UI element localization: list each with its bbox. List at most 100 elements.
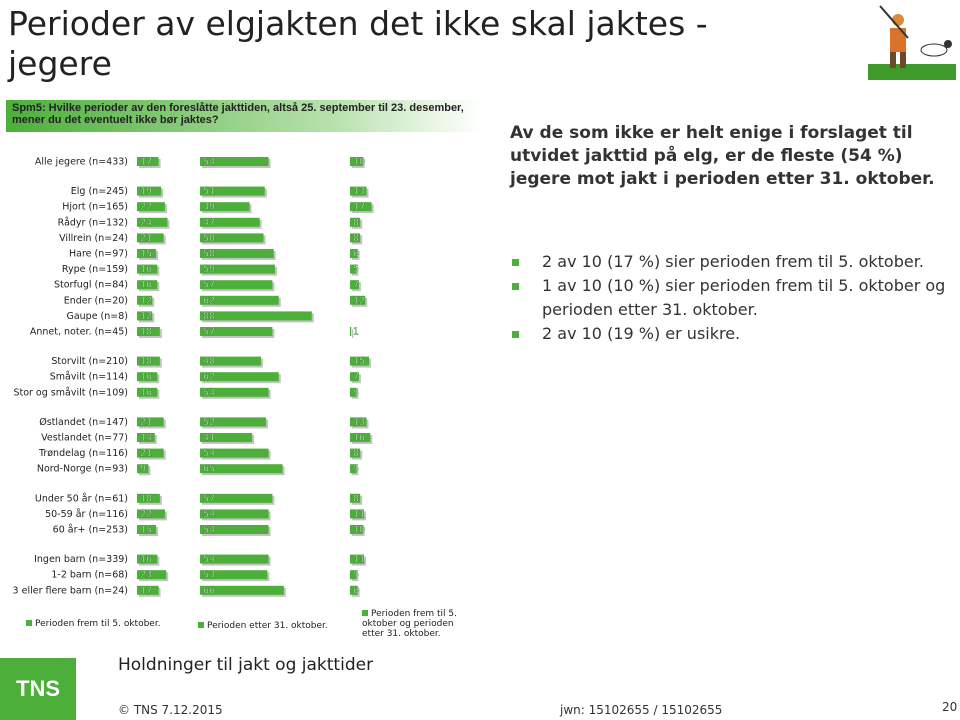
value-label: 21 bbox=[140, 233, 152, 244]
value-label: 12 bbox=[353, 295, 365, 306]
value-label: 57 bbox=[203, 280, 215, 291]
category-label: Trøndelag (n=116) bbox=[38, 448, 128, 459]
bar bbox=[350, 356, 370, 366]
value-label: 15 bbox=[140, 525, 152, 536]
job-number: jwn: 15102655 / 15102655 bbox=[560, 703, 723, 717]
value-label: 12 bbox=[140, 311, 152, 322]
bar bbox=[200, 585, 284, 595]
bar bbox=[200, 264, 275, 274]
page-number: 20 bbox=[942, 700, 958, 714]
bar bbox=[350, 433, 371, 442]
bar bbox=[352, 329, 354, 338]
value-label: 39 bbox=[203, 202, 215, 213]
question: Spm5: Hvilke perioder av den foreslåtte … bbox=[6, 100, 480, 132]
bullet: 2 av 10 (19 %) er usikre. bbox=[510, 322, 950, 346]
value-label: 47 bbox=[203, 217, 215, 228]
category-label: Storfugl (n=84) bbox=[54, 280, 128, 291]
category-label: Rådyr (n=132) bbox=[58, 217, 128, 228]
value-label: 10 bbox=[353, 525, 365, 536]
bar bbox=[137, 217, 168, 227]
bar bbox=[137, 570, 167, 580]
bar bbox=[137, 525, 157, 534]
value-label: 24 bbox=[140, 217, 152, 228]
bar bbox=[200, 372, 279, 382]
category-label: Under 50 år (n=61) bbox=[35, 493, 128, 504]
bar bbox=[137, 448, 164, 458]
value-label: 58 bbox=[203, 249, 215, 260]
bar bbox=[350, 157, 363, 166]
bar bbox=[200, 525, 269, 534]
category-label: Storvilt (n=210) bbox=[51, 356, 128, 367]
bar bbox=[137, 464, 149, 474]
bar bbox=[137, 509, 165, 519]
category-label: Villrein (n=24) bbox=[59, 233, 128, 244]
value-label: 15 bbox=[353, 356, 365, 367]
title: Perioder av elgjakten det ikke skal jakt… bbox=[8, 4, 708, 83]
value-label: 88 bbox=[203, 311, 215, 322]
bar bbox=[350, 525, 363, 534]
bar bbox=[137, 186, 162, 196]
value-label: 22 bbox=[140, 509, 152, 520]
bar bbox=[200, 202, 250, 212]
bar bbox=[350, 233, 361, 243]
bar bbox=[200, 249, 274, 258]
bar bbox=[350, 585, 358, 595]
legend-swatch bbox=[362, 610, 368, 616]
value-label: 18 bbox=[140, 356, 152, 367]
value-label: 5 bbox=[353, 387, 359, 398]
bar bbox=[350, 509, 364, 519]
value-label: 17 bbox=[140, 157, 152, 168]
value-label: 9 bbox=[140, 464, 146, 475]
value-label: 16 bbox=[140, 372, 152, 383]
value-label: 11 bbox=[353, 509, 365, 520]
value-label: 8 bbox=[353, 233, 359, 244]
category-label: Stor og småvilt (n=109) bbox=[13, 387, 128, 398]
bar bbox=[200, 280, 273, 290]
category-label: Hjort (n=165) bbox=[62, 202, 128, 213]
summary-heading: Av de som ikke er helt enige i forslaget… bbox=[510, 123, 935, 189]
legend-item: Perioden frem til 5. oktober. bbox=[26, 619, 176, 629]
value-label: 15 bbox=[140, 249, 152, 260]
value-label: 8 bbox=[353, 493, 359, 504]
bar bbox=[200, 493, 273, 503]
bar bbox=[350, 570, 357, 580]
legend-swatch bbox=[198, 622, 204, 628]
legend-label: Perioden frem til 5. oktober og perioden… bbox=[362, 609, 457, 639]
value-label: 6 bbox=[353, 585, 359, 596]
bar bbox=[350, 295, 366, 305]
value-label: 16 bbox=[140, 264, 152, 275]
category-label: Ingen barn (n=339) bbox=[34, 554, 128, 565]
bar bbox=[350, 554, 364, 564]
value-label: 62 bbox=[203, 372, 215, 383]
bar bbox=[137, 356, 160, 366]
category-label: Annet, noter. (n=45) bbox=[30, 327, 128, 338]
bar bbox=[200, 448, 269, 458]
bar bbox=[137, 280, 158, 290]
value-label: 7 bbox=[353, 372, 359, 383]
bar bbox=[350, 417, 367, 427]
bar bbox=[200, 217, 260, 227]
category-label: 50-59 år (n=116) bbox=[45, 509, 128, 520]
value-label: 10 bbox=[353, 157, 365, 168]
bar bbox=[350, 327, 352, 336]
bar bbox=[137, 233, 164, 243]
bar bbox=[350, 387, 357, 397]
value-label: 59 bbox=[203, 264, 215, 275]
value-label: 21 bbox=[140, 448, 152, 459]
value-label: 50 bbox=[203, 233, 215, 244]
bar bbox=[137, 493, 160, 503]
bar bbox=[350, 249, 358, 258]
copyright: © TNS 7.12.2015 bbox=[118, 703, 223, 717]
value-label: 5 bbox=[353, 570, 359, 581]
bar bbox=[200, 327, 273, 336]
bar bbox=[137, 327, 160, 336]
value-label: 14 bbox=[140, 433, 152, 444]
value-label: 54 bbox=[203, 448, 215, 459]
legend-item: Perioden frem til 5. oktober og perioden… bbox=[362, 609, 472, 639]
bar bbox=[137, 249, 157, 258]
value-label: 17 bbox=[353, 202, 365, 213]
logo: TNS bbox=[0, 658, 76, 720]
bar bbox=[350, 264, 357, 274]
legend-swatch bbox=[26, 620, 32, 626]
